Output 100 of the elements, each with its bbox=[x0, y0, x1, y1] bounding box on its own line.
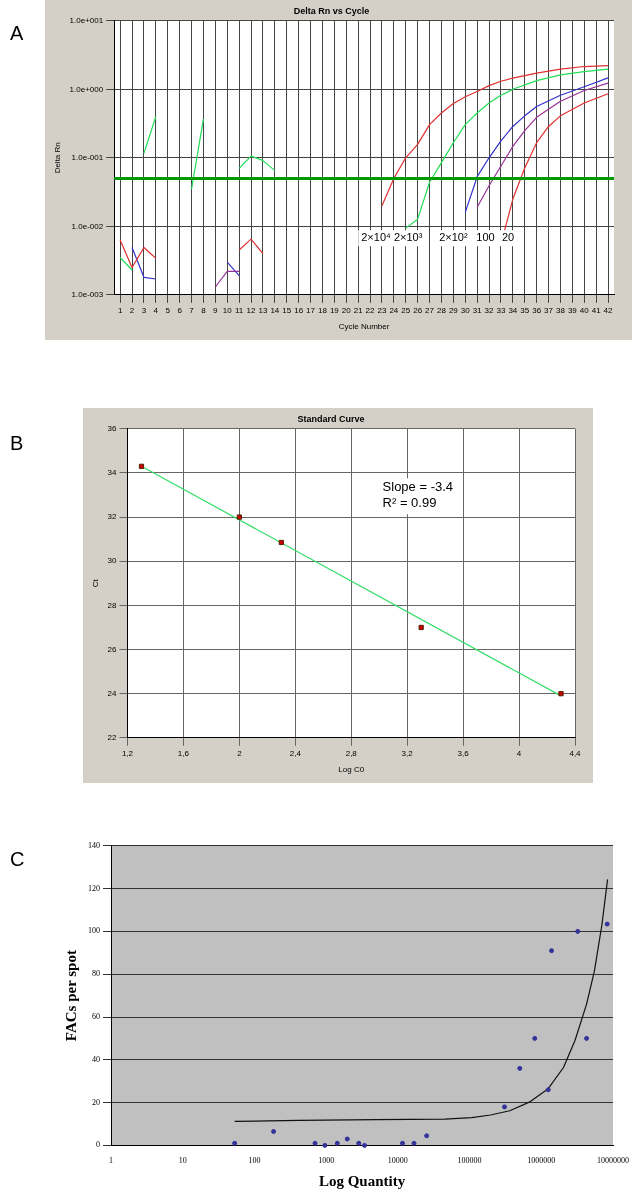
x-tick-label: 3,6 bbox=[457, 748, 470, 758]
point bbox=[418, 624, 424, 631]
x-tick-label: 4 bbox=[153, 305, 159, 315]
point bbox=[236, 514, 242, 520]
x-tick-label: 35 bbox=[520, 305, 530, 315]
x-tick-label: 2 bbox=[237, 748, 243, 758]
x-tick-label: 20 bbox=[341, 305, 352, 315]
x-tick-label: 5 bbox=[165, 305, 171, 315]
y-tick-label: 1.0e-003 bbox=[71, 290, 104, 299]
x-tick-label: 34 bbox=[508, 305, 518, 315]
y-tick-label: 40 bbox=[92, 1054, 100, 1064]
x-tick-label: 1,6 bbox=[177, 748, 190, 758]
annotation: 2×10³ bbox=[393, 231, 423, 244]
y-tick-label: 60 bbox=[92, 1012, 100, 1022]
x-tick-label: 37 bbox=[544, 305, 554, 315]
x-tick-label: 27 bbox=[425, 305, 435, 315]
x-tick-label: 18 bbox=[317, 305, 328, 315]
x-tick-label: 29 bbox=[448, 305, 459, 315]
x-tick-label: 26 bbox=[413, 305, 423, 315]
x-axis-title: Log C0 bbox=[338, 765, 365, 775]
y-axis-title: Delta Rn bbox=[53, 142, 62, 174]
y-tick-label: 1.0e+001 bbox=[69, 16, 104, 25]
x-tick-label: 7 bbox=[189, 305, 195, 315]
text: C bbox=[10, 848, 25, 871]
x-tick-label: 39 bbox=[567, 305, 578, 315]
y-tick-label: 1.0e+000 bbox=[69, 84, 104, 94]
x-tick-label: 3,2 bbox=[401, 748, 414, 758]
x-tick-label: 1000 bbox=[318, 1156, 335, 1166]
x-tick-label: 2,4 bbox=[289, 748, 302, 758]
x-tick-label: 19 bbox=[329, 305, 340, 315]
x-tick-label: 10 bbox=[222, 305, 233, 315]
y-tick-label: 32 bbox=[107, 512, 118, 522]
x-tick-label: 30 bbox=[460, 305, 471, 315]
x-tick-label: 31 bbox=[472, 305, 483, 315]
annotation: Slope = -3.4 bbox=[382, 479, 454, 495]
chart-title: Delta Rn vs Cycle bbox=[293, 5, 370, 16]
x-tick-label: 1 bbox=[109, 1156, 113, 1166]
x-tick-label: 100 bbox=[248, 1156, 261, 1166]
y-tick-label: 80 bbox=[92, 969, 100, 979]
chart-title: Standard Curve bbox=[297, 413, 365, 424]
y-tick-label: 34 bbox=[107, 468, 118, 478]
x-tick-label: 10000000 bbox=[597, 1156, 629, 1166]
x-tick-label: 100000 bbox=[457, 1156, 482, 1166]
x-tick-label: 8 bbox=[201, 305, 207, 315]
point bbox=[278, 539, 284, 546]
text: A bbox=[10, 22, 24, 45]
x-tick-label: 11 bbox=[234, 305, 244, 315]
point bbox=[138, 463, 145, 469]
x-tick-label: 41 bbox=[591, 305, 602, 315]
x-tick-label: 36 bbox=[532, 305, 542, 315]
x-tick-label: 32 bbox=[484, 305, 495, 315]
y-tick-label: 26 bbox=[107, 644, 118, 654]
y-tick-label: 20 bbox=[92, 1097, 100, 1107]
x-tick-label: 4 bbox=[516, 748, 522, 758]
y-tick-label: 0 bbox=[96, 1140, 100, 1150]
x-tick-label: 10000 bbox=[387, 1156, 408, 1166]
y-tick-label: 100 bbox=[88, 926, 100, 936]
y-tick-label: 24 bbox=[107, 688, 118, 698]
x-tick-label: 21 bbox=[353, 305, 364, 315]
y-axis-title: Ct bbox=[91, 578, 100, 588]
y-tick-label: 140 bbox=[88, 840, 100, 850]
y-tick-label: 28 bbox=[107, 600, 118, 610]
x-tick-label: 42 bbox=[603, 305, 614, 315]
x-tick-label: 15 bbox=[282, 305, 292, 315]
x-tick-label: 38 bbox=[556, 305, 566, 315]
point bbox=[558, 691, 564, 697]
x-tick-label: 16 bbox=[294, 305, 304, 315]
annotation: R² = 0.99 bbox=[382, 495, 437, 511]
y-tick-label: 1.0e-001 bbox=[71, 153, 104, 162]
x-tick-label: 10 bbox=[178, 1156, 187, 1166]
x-tick-label: 12 bbox=[246, 305, 257, 315]
annotation: 2×10⁴ bbox=[361, 231, 392, 244]
y-tick-label: 30 bbox=[107, 556, 118, 566]
x-axis-title: Cycle Number bbox=[338, 322, 390, 332]
y-axis-title: FACs per spot bbox=[62, 950, 79, 1042]
x-tick-label: 4,4 bbox=[569, 748, 582, 758]
x-tick-label: 23 bbox=[377, 305, 387, 315]
x-tick-label: 1 bbox=[117, 305, 123, 315]
y-tick-label: 120 bbox=[88, 883, 100, 893]
y-tick-label: 36 bbox=[107, 424, 118, 433]
x-tick-label: 40 bbox=[579, 305, 590, 315]
y-tick-label: 22 bbox=[107, 733, 118, 742]
x-tick-label: 2,8 bbox=[345, 748, 358, 758]
x-tick-label: 1000000 bbox=[527, 1156, 556, 1166]
x-tick-label: 3 bbox=[141, 305, 147, 315]
x-axis-title: Log Quantity bbox=[318, 1172, 406, 1189]
x-tick-label: 13 bbox=[258, 305, 268, 315]
x-tick-label: 25 bbox=[401, 305, 411, 315]
annotation: 20 bbox=[501, 231, 515, 244]
x-tick-label: 28 bbox=[436, 305, 447, 315]
x-tick-label: 6 bbox=[177, 305, 183, 315]
x-tick-label: 9 bbox=[213, 305, 219, 315]
x-tick-label: 2 bbox=[129, 305, 135, 315]
annotation: 2×10² bbox=[439, 231, 468, 244]
x-tick-label: 24 bbox=[389, 305, 399, 315]
x-tick-label: 33 bbox=[496, 305, 506, 315]
annotation: 100 bbox=[476, 231, 495, 244]
x-tick-label: 14 bbox=[270, 305, 280, 315]
x-tick-label: 22 bbox=[365, 305, 376, 315]
y-tick-label: 1.0e-002 bbox=[71, 221, 104, 231]
